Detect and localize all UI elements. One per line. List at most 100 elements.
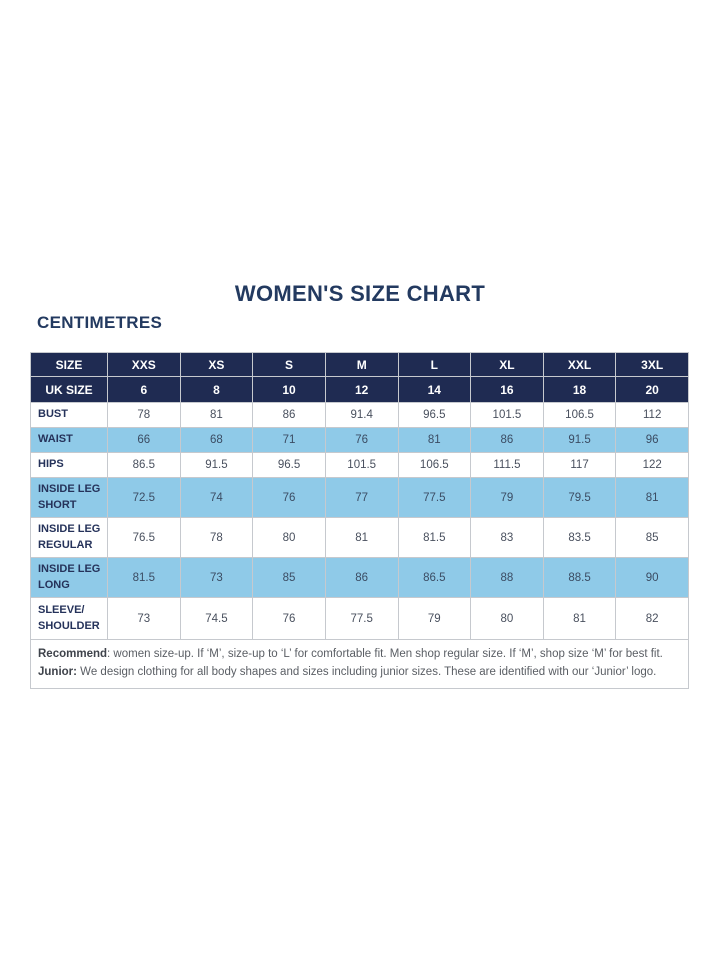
measurement-value-cell: 68 xyxy=(179,427,254,453)
measurement-value-cell: 96.5 xyxy=(397,402,472,428)
measurement-row: WAIST 66 68 71 76 81 86 91.5 96 xyxy=(30,427,689,453)
size-header-cell: L xyxy=(397,352,472,377)
measurement-row: INSIDE LEG SHORT 72.5 74 76 77 77.5 79 79.5 81 xyxy=(30,477,689,518)
measurement-value-cell: 81 xyxy=(179,402,254,428)
measurement-value-cell: 86.5 xyxy=(397,557,472,598)
measurement-value-cell: 71 xyxy=(252,427,326,453)
uk-size-row: UK SIZE 6 8 10 12 14 16 18 20 xyxy=(30,376,689,403)
measurement-value-cell: 80 xyxy=(252,517,326,558)
measurement-value-cell: 86 xyxy=(252,402,326,428)
measurement-value-cell: 76.5 xyxy=(107,517,181,558)
uk-size-cell: 18 xyxy=(542,376,617,403)
measurement-value-cell: 111.5 xyxy=(470,452,544,478)
measurement-value-cell: 86 xyxy=(324,557,399,598)
note-recommend-text: : women size-up. If ‘M’, size-up to ‘L’ … xyxy=(107,648,663,660)
measurement-value-cell: 83 xyxy=(470,517,544,558)
measurement-row-label: INSIDE LEG REGULAR xyxy=(30,517,108,558)
measurement-row: SLEEVE/ SHOULDER 73 74.5 76 77.5 79 80 81 82 xyxy=(30,597,689,640)
measurement-value-cell: 85 xyxy=(252,557,326,598)
note-junior-lead: Junior: xyxy=(38,666,77,679)
measurement-value-cell: 73 xyxy=(107,597,181,640)
measurement-value-cell: 73 xyxy=(179,557,254,598)
measurement-value-cell: 122 xyxy=(615,452,689,478)
size-header-cell: 3XL xyxy=(615,352,689,377)
measurement-value-cell: 81 xyxy=(397,427,472,453)
measurement-row-label: HIPS xyxy=(30,452,108,478)
measurement-row-label: INSIDE LEG SHORT xyxy=(30,477,108,518)
uk-size-cell: 16 xyxy=(470,376,544,403)
measurement-row: BUST 78 81 86 91.4 96.5 101.5 106.5 112 xyxy=(30,402,689,428)
size-chart-table: SIZE XXS XS S M L XL XXL 3XL UK SIZE 6 8… xyxy=(30,352,689,689)
size-header-label: SIZE xyxy=(30,352,108,377)
uk-size-cell: 6 xyxy=(107,376,181,403)
measurement-row-label: SLEEVE/ SHOULDER xyxy=(30,597,108,640)
measurement-value-cell: 81.5 xyxy=(397,517,472,558)
measurement-row-label: INSIDE LEG LONG xyxy=(30,557,108,598)
measurement-value-cell: 81.5 xyxy=(107,557,181,598)
measurement-row-label: BUST xyxy=(30,402,108,428)
measurement-value-cell: 78 xyxy=(179,517,254,558)
measurement-value-cell: 86 xyxy=(470,427,544,453)
size-header-cell: S xyxy=(252,352,326,377)
measurement-value-cell: 83.5 xyxy=(542,517,617,558)
measurement-value-cell: 76 xyxy=(252,597,326,640)
size-header-cell: M xyxy=(324,352,399,377)
measurement-value-cell: 72.5 xyxy=(107,477,181,518)
measurement-value-cell: 91.4 xyxy=(324,402,399,428)
measurement-value-cell: 81 xyxy=(542,597,617,640)
measurement-value-cell: 79.5 xyxy=(542,477,617,518)
measurement-value-cell: 66 xyxy=(107,427,181,453)
measurement-value-cell: 81 xyxy=(615,477,689,518)
measurement-value-cell: 96.5 xyxy=(252,452,326,478)
measurement-value-cell: 90 xyxy=(615,557,689,598)
note-recommend: Recommend: women size-up. If ‘M’, size-u… xyxy=(38,645,680,663)
measurement-value-cell: 91.5 xyxy=(179,452,254,478)
measurement-value-cell: 79 xyxy=(470,477,544,518)
notes-row: Recommend: women size-up. If ‘M’, size-u… xyxy=(30,639,689,689)
measurement-value-cell: 77.5 xyxy=(397,477,472,518)
note-junior-text: We design clothing for all body shapes a… xyxy=(76,666,657,679)
note-recommend-lead: Recommend xyxy=(38,648,108,660)
uk-size-cell: 10 xyxy=(252,376,326,403)
page-title: WOMEN'S SIZE CHART xyxy=(234,280,486,306)
measurement-value-cell: 77.5 xyxy=(324,597,399,640)
measurement-value-cell: 88.5 xyxy=(542,557,617,598)
measurement-value-cell: 80 xyxy=(470,597,544,640)
measurement-value-cell: 74.5 xyxy=(179,597,254,640)
size-header-cell: XL xyxy=(470,352,544,377)
notes-cell: Recommend: women size-up. If ‘M’, size-u… xyxy=(30,639,689,689)
measurement-value-cell: 106.5 xyxy=(542,402,617,428)
measurement-value-cell: 76 xyxy=(252,477,326,518)
size-header-cell: XXL xyxy=(542,352,617,377)
measurement-value-cell: 101.5 xyxy=(324,452,399,478)
measurement-value-cell: 96 xyxy=(615,427,689,453)
measurement-row: HIPS 86.5 91.5 96.5 101.5 106.5 111.5 117 122 xyxy=(30,452,689,478)
uk-size-cell: 14 xyxy=(397,376,472,403)
measurement-value-cell: 106.5 xyxy=(397,452,472,478)
measurement-value-cell: 112 xyxy=(615,402,689,428)
measurement-value-cell: 79 xyxy=(397,597,472,640)
unit-label: CENTIMETRES xyxy=(37,313,163,332)
size-header-cell: XXS xyxy=(107,352,181,377)
measurement-value-cell: 78 xyxy=(107,402,181,428)
measurement-value-cell: 101.5 xyxy=(470,402,544,428)
measurement-value-cell: 86.5 xyxy=(107,452,181,478)
measurement-value-cell: 76 xyxy=(324,427,399,453)
measurement-value-cell: 74 xyxy=(179,477,254,518)
uk-size-cell: 20 xyxy=(615,376,689,403)
note-junior: Junior: We design clothing for all body … xyxy=(38,663,680,681)
measurement-value-cell: 88 xyxy=(470,557,544,598)
size-header-row: SIZE XXS XS S M L XL XXL 3XL xyxy=(30,352,689,377)
uk-size-label: UK SIZE xyxy=(30,376,108,403)
measurement-row: INSIDE LEG REGULAR 76.5 78 80 81 81.5 83 83.5 85 xyxy=(30,517,689,558)
measurement-value-cell: 82 xyxy=(615,597,689,640)
size-header-cell: XS xyxy=(179,352,254,377)
uk-size-cell: 12 xyxy=(324,376,399,403)
measurement-value-cell: 77 xyxy=(324,477,399,518)
measurement-value-cell: 91.5 xyxy=(542,427,617,453)
measurement-value-cell: 81 xyxy=(324,517,399,558)
measurement-row-label: WAIST xyxy=(30,427,108,453)
uk-size-cell: 8 xyxy=(179,376,254,403)
measurement-value-cell: 117 xyxy=(542,452,617,478)
measurement-row: INSIDE LEG LONG 81.5 73 85 86 86.5 88 88.5 90 xyxy=(30,557,689,598)
